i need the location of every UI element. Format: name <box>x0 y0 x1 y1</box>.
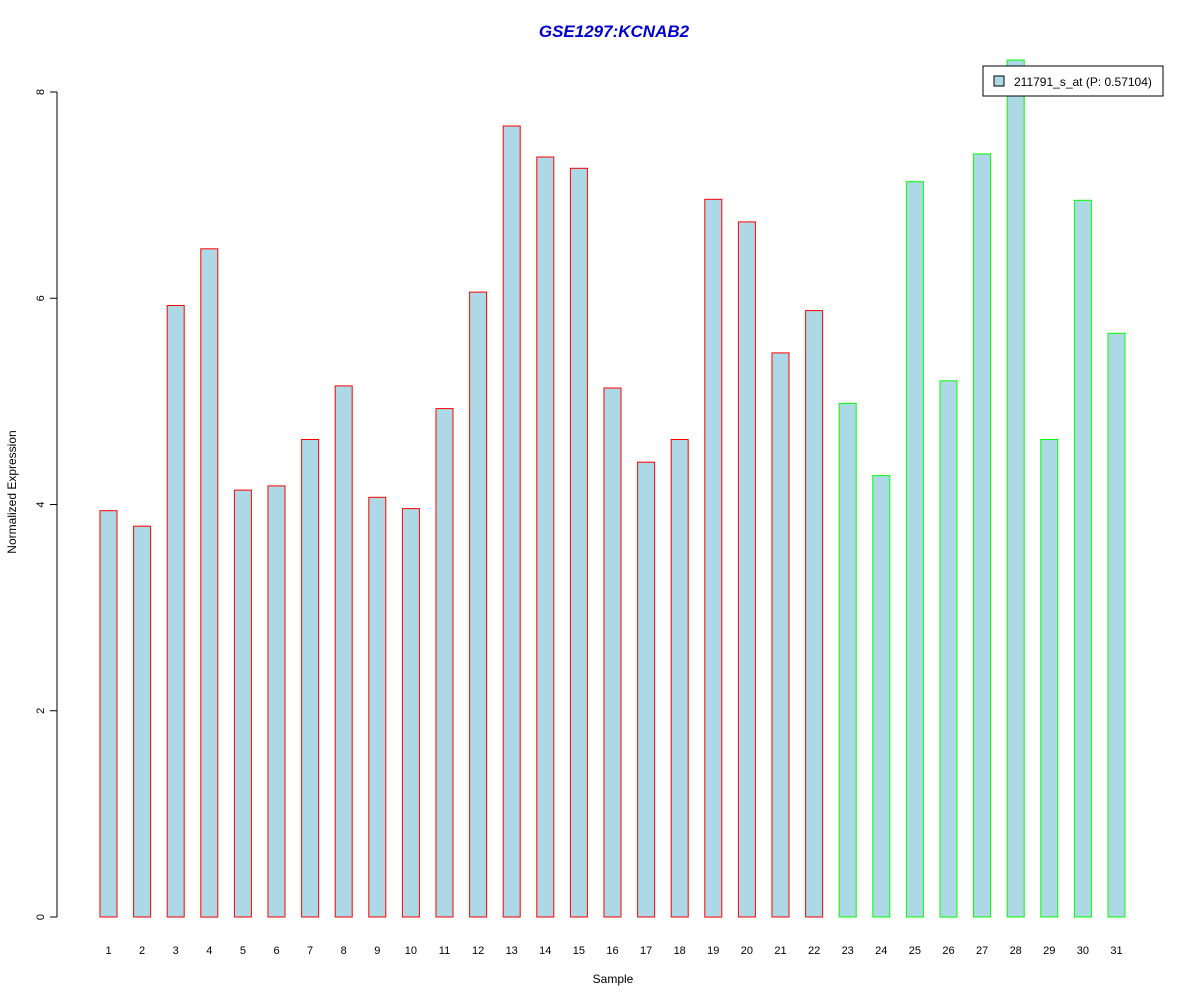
bar-sample-23 <box>838 402 857 918</box>
x-tick-label: 10 <box>405 945 417 957</box>
y-tick-label: 8 <box>35 89 47 95</box>
x-tick-label: 6 <box>273 945 279 957</box>
bar-sample-14 <box>536 156 555 918</box>
x-tick-label: 23 <box>842 945 854 957</box>
bar-sample-13 <box>502 125 521 918</box>
bar-sample-2 <box>133 525 152 918</box>
bar-sample-31 <box>1107 332 1126 918</box>
x-axis-tick-labels: 1 2 3 4 5 6 7 8 9 10 11 12 13 14 15 16 17 18 19 20 21 22 23 24 2… <box>105 945 1122 957</box>
bar-sample-4 <box>200 248 219 918</box>
x-tick-label: 29 <box>1043 945 1055 957</box>
x-tick-label: 16 <box>606 945 618 957</box>
x-tick-label: 3 <box>173 945 179 957</box>
y-axis-title: Normalized Expression <box>5 430 19 553</box>
bar-sample-15 <box>569 167 588 918</box>
x-tick-label: 20 <box>741 945 753 957</box>
y-tick-label: 2 <box>35 708 47 714</box>
bar-sample-10 <box>401 508 420 918</box>
bar-sample-18 <box>670 439 689 918</box>
x-tick-label: 14 <box>539 945 551 957</box>
y-tick-label: 6 <box>35 295 47 301</box>
x-tick-label: 25 <box>909 945 921 957</box>
legend-label: 211791_s_at (P: 0.57104) <box>1014 75 1152 89</box>
bar-sample-26 <box>939 380 958 918</box>
bar-sample-12 <box>469 291 488 918</box>
x-tick-label: 28 <box>1010 945 1022 957</box>
bar-sample-9 <box>368 496 387 918</box>
x-tick-label: 17 <box>640 945 652 957</box>
bar-sample-25 <box>905 181 924 918</box>
bar-sample-28 <box>1006 59 1025 918</box>
x-tick-label: 19 <box>707 945 719 957</box>
x-tick-label: 18 <box>674 945 686 957</box>
bar-sample-19 <box>704 198 723 918</box>
x-tick-label: 22 <box>808 945 820 957</box>
chart-title: GSE1297:KCNAB2 <box>539 22 690 41</box>
x-tick-label: 4 <box>206 945 212 957</box>
x-tick-label: 2 <box>139 945 145 957</box>
legend: 211791_s_at (P: 0.57104) <box>982 65 1164 97</box>
bar-series <box>99 59 1126 918</box>
x-tick-label: 8 <box>341 945 347 957</box>
bar-sample-1 <box>99 510 118 918</box>
x-tick-label: 1 <box>105 945 111 957</box>
x-tick-label: 26 <box>942 945 954 957</box>
bar-sample-8 <box>334 385 353 918</box>
y-tick-label: 4 <box>35 501 47 507</box>
x-tick-label: 30 <box>1077 945 1089 957</box>
bar-sample-5 <box>233 489 252 918</box>
x-axis-title: Sample <box>593 972 634 986</box>
y-tick-label: 0 <box>35 914 47 920</box>
bar-sample-11 <box>435 408 454 918</box>
x-tick-label: 21 <box>774 945 786 957</box>
x-tick-label: 27 <box>976 945 988 957</box>
x-tick-label: 24 <box>875 945 887 957</box>
bar-sample-7 <box>301 439 320 918</box>
bar-sample-17 <box>637 461 656 918</box>
x-tick-label: 15 <box>573 945 585 957</box>
bar-sample-29 <box>1040 439 1059 918</box>
bar-sample-3 <box>166 305 185 918</box>
x-tick-label: 12 <box>472 945 484 957</box>
x-tick-label: 5 <box>240 945 246 957</box>
legend-box <box>982 65 1164 97</box>
bar-sample-16 <box>603 387 622 918</box>
bar-sample-27 <box>973 153 992 918</box>
y-axis: 0 2 4 6 8 <box>35 89 58 920</box>
bar-sample-24 <box>872 475 891 918</box>
x-tick-label: 31 <box>1110 945 1122 957</box>
legend-swatch <box>993 75 1005 87</box>
bar-sample-22 <box>805 310 824 918</box>
x-tick-label: 9 <box>374 945 380 957</box>
bar-sample-6 <box>267 485 286 918</box>
x-tick-label: 13 <box>506 945 518 957</box>
bar-sample-21 <box>771 352 790 918</box>
x-tick-label: 11 <box>439 945 450 957</box>
bar-sample-20 <box>737 221 756 918</box>
x-tick-label: 7 <box>307 945 313 957</box>
bar-sample-30 <box>1073 199 1092 918</box>
